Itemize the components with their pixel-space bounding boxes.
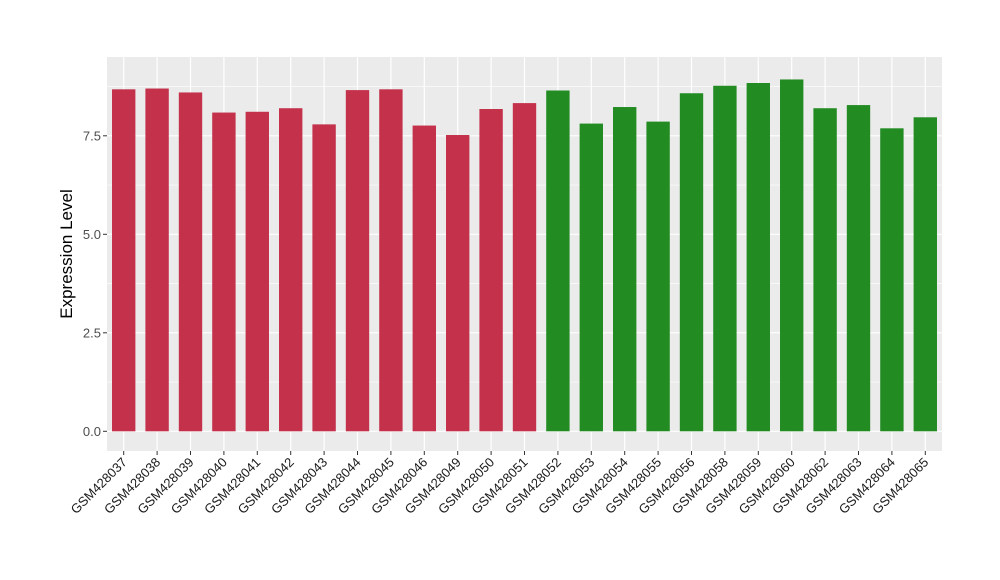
y-tick-label: 5.0 — [83, 227, 101, 242]
bar-GSM428038 — [145, 88, 169, 432]
y-tick-label: 2.5 — [83, 325, 101, 340]
bar-GSM428065 — [913, 117, 937, 432]
bar-GSM428054 — [613, 107, 637, 432]
bar-GSM428041 — [245, 111, 269, 432]
bar-GSM428051 — [512, 103, 537, 432]
y-tick-label: 7.5 — [83, 128, 101, 143]
y-axis-title: Expression Level — [57, 189, 76, 318]
bars — [112, 79, 937, 432]
bar-GSM428055 — [646, 121, 670, 432]
y-tick-label: 0.0 — [83, 424, 101, 439]
bar-GSM428037 — [112, 89, 136, 432]
bar-GSM428058 — [713, 85, 737, 432]
bar-GSM428052 — [546, 90, 570, 432]
bar-GSM428045 — [379, 89, 403, 432]
x-axis: GSM428037GSM428038GSM428039GSM428040GSM4… — [68, 451, 931, 517]
bar-GSM428046 — [412, 125, 436, 432]
y-axis: 0.0 2.5 5.0 7.5 — [83, 128, 107, 439]
bar-GSM428064 — [880, 128, 904, 432]
bar-GSM428056 — [679, 93, 704, 432]
bar-GSM428062 — [813, 108, 837, 432]
bar-GSM428049 — [446, 135, 470, 432]
bar-GSM428059 — [746, 83, 770, 432]
bar-GSM428060 — [780, 79, 804, 432]
bar-GSM428063 — [846, 105, 871, 432]
bar-GSM428039 — [178, 92, 203, 432]
bar-GSM428050 — [479, 109, 503, 432]
bar-GSM428042 — [279, 108, 303, 432]
bar-GSM428053 — [579, 123, 603, 432]
bar-GSM428043 — [312, 124, 336, 432]
bar-GSM428044 — [345, 90, 370, 432]
bar-GSM428040 — [212, 112, 236, 432]
